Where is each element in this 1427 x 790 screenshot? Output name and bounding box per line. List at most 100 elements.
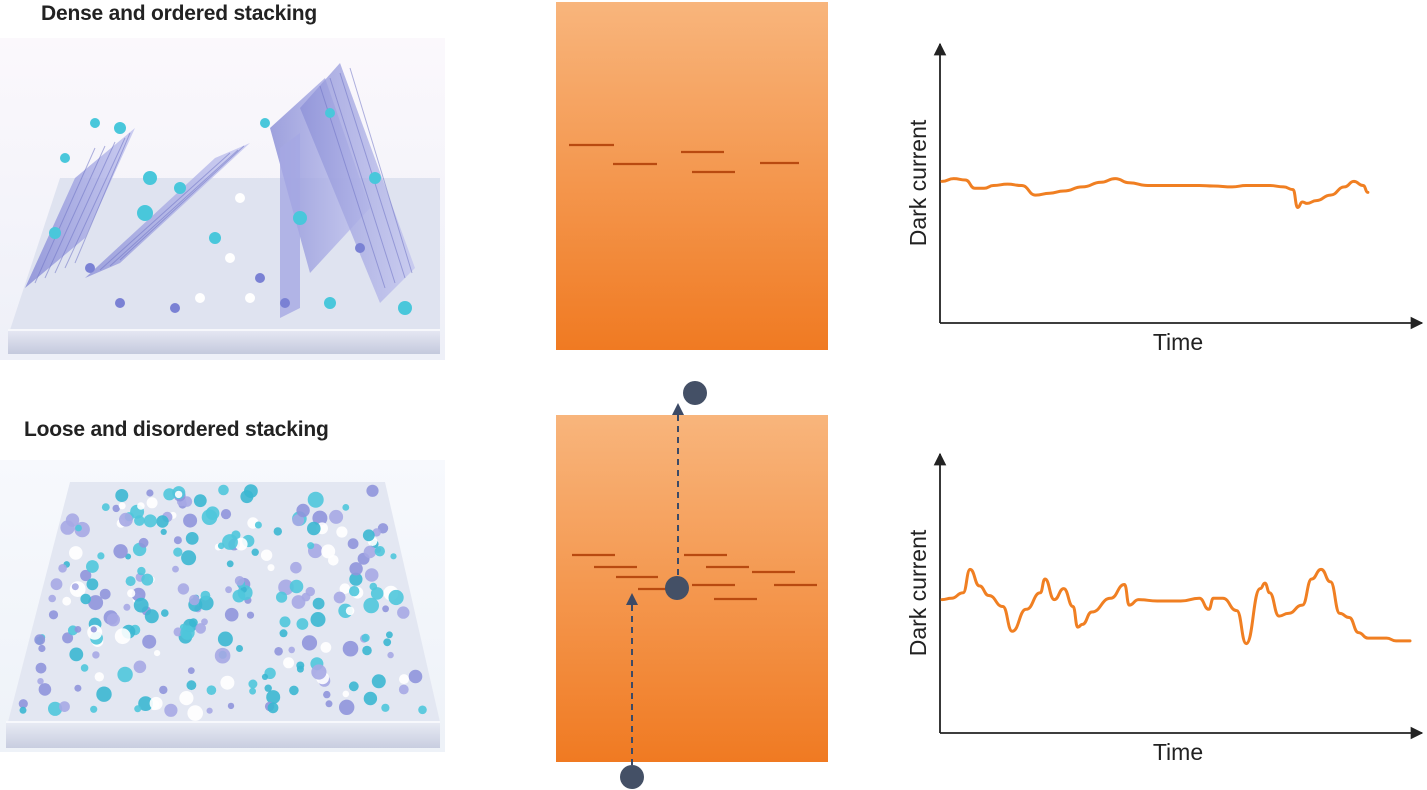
lamella-stripes	[34, 67, 413, 289]
molecule-dot	[227, 702, 235, 710]
molecule-dot	[80, 569, 92, 582]
molecule-dot	[38, 683, 52, 696]
molecule-dot	[86, 578, 99, 591]
molecule-dot	[220, 675, 235, 690]
molecule-dot	[249, 687, 256, 695]
molecule-dot	[18, 699, 28, 709]
molecule-dot	[349, 562, 363, 576]
dark-current-chart-disordered: Dark current Time	[905, 452, 1424, 765]
molecule-dot	[292, 514, 305, 527]
molecule-dot	[75, 524, 82, 532]
molecule-dot	[180, 625, 195, 640]
molecule-dot	[273, 527, 282, 536]
molecule-dot	[114, 628, 131, 645]
molecule-dot	[278, 579, 294, 596]
molecule-dot	[125, 576, 136, 587]
molecule-dot	[244, 484, 258, 498]
molecule-dot	[112, 504, 120, 513]
band-background	[556, 415, 828, 762]
molecule-dot	[149, 696, 163, 710]
molecule-dot	[141, 573, 154, 586]
molecule-dot	[137, 502, 145, 510]
molecule-dot	[144, 609, 159, 624]
molecule-dot	[325, 700, 333, 708]
molecule-dot	[146, 497, 158, 509]
molecule-dot	[362, 529, 375, 542]
molecule-dot	[222, 534, 238, 550]
molecule-dot	[161, 609, 169, 617]
molecule-dot	[301, 635, 318, 651]
molecule-dot	[217, 631, 233, 647]
molecule-dot	[174, 490, 183, 499]
molecule-dot	[364, 568, 379, 582]
molecule-dot	[264, 684, 272, 692]
molecule-dot	[113, 544, 128, 559]
molecule-dot	[214, 647, 231, 664]
molecule-dot	[173, 627, 183, 637]
molecule-dot	[267, 702, 279, 714]
molecule-dot	[312, 597, 325, 610]
molecule-dot	[248, 679, 258, 689]
molecule-dot	[117, 666, 133, 683]
molecule-dot	[386, 631, 393, 639]
molecule-dot	[92, 651, 100, 659]
molecule-dot	[90, 626, 97, 633]
molecule-dot	[366, 484, 379, 497]
molecule-dot	[138, 696, 154, 711]
molecule-dot	[62, 596, 72, 606]
y-axis-label: Dark current	[905, 529, 931, 656]
molecule-dot	[363, 545, 377, 559]
molecule-dot	[159, 685, 168, 695]
molecule-dot	[74, 626, 82, 633]
molecule-dot	[236, 645, 243, 652]
dark-current-series-line	[940, 177, 1370, 209]
charge-carrier-bottom	[620, 765, 644, 789]
molecule-dot	[349, 572, 363, 586]
molecule-dot	[349, 586, 360, 597]
molecule-dot	[19, 706, 27, 714]
molecule-dot	[137, 566, 146, 576]
stacked-lamellae	[25, 63, 415, 318]
molecule-dot	[418, 705, 427, 715]
molecule-dot	[361, 633, 370, 642]
molecule-dot	[279, 616, 291, 628]
molecule-dot	[101, 503, 110, 511]
molecule-dot	[390, 553, 397, 560]
dense-ordered-stacking-illustration	[0, 38, 445, 360]
molecule-dot	[388, 589, 404, 606]
molecule-dot	[260, 549, 273, 561]
molecule-dot	[224, 607, 239, 622]
molecule-dot	[274, 647, 283, 656]
molecule-dot	[348, 681, 359, 692]
molecule-dot	[307, 491, 324, 508]
molecule-dot	[142, 634, 157, 649]
molecule-dot	[218, 484, 229, 496]
molecule-dot	[97, 552, 105, 560]
molecule-dot	[333, 591, 346, 604]
molecule-dot	[90, 705, 98, 713]
molecule-dot	[296, 665, 304, 673]
molecule-dot	[289, 579, 304, 594]
molecule-dot	[154, 650, 161, 657]
molecule-dot	[398, 684, 409, 695]
molecule-dot	[164, 703, 178, 717]
molecule-dot	[276, 591, 288, 603]
molecule-dot	[189, 594, 200, 606]
molecule-dot	[177, 583, 190, 595]
dark-current-chart-ordered: Dark current Time	[905, 42, 1424, 355]
molecule-dot	[342, 690, 350, 698]
trap-levels	[569, 143, 799, 174]
molecule-dot	[185, 532, 199, 545]
molecule-dot	[279, 629, 288, 638]
molecule-dot	[311, 664, 327, 680]
molecule-dot	[69, 647, 84, 662]
molecule-dot	[290, 561, 302, 574]
molecule-dot	[254, 521, 262, 529]
molecule-dot	[371, 674, 386, 689]
molecule-dot	[225, 586, 233, 594]
dark-current-series-line	[940, 567, 1412, 646]
molecule-dot	[172, 565, 179, 573]
molecule-dot	[173, 536, 182, 545]
molecule-dot	[80, 593, 91, 605]
molecule-dot	[138, 537, 149, 548]
